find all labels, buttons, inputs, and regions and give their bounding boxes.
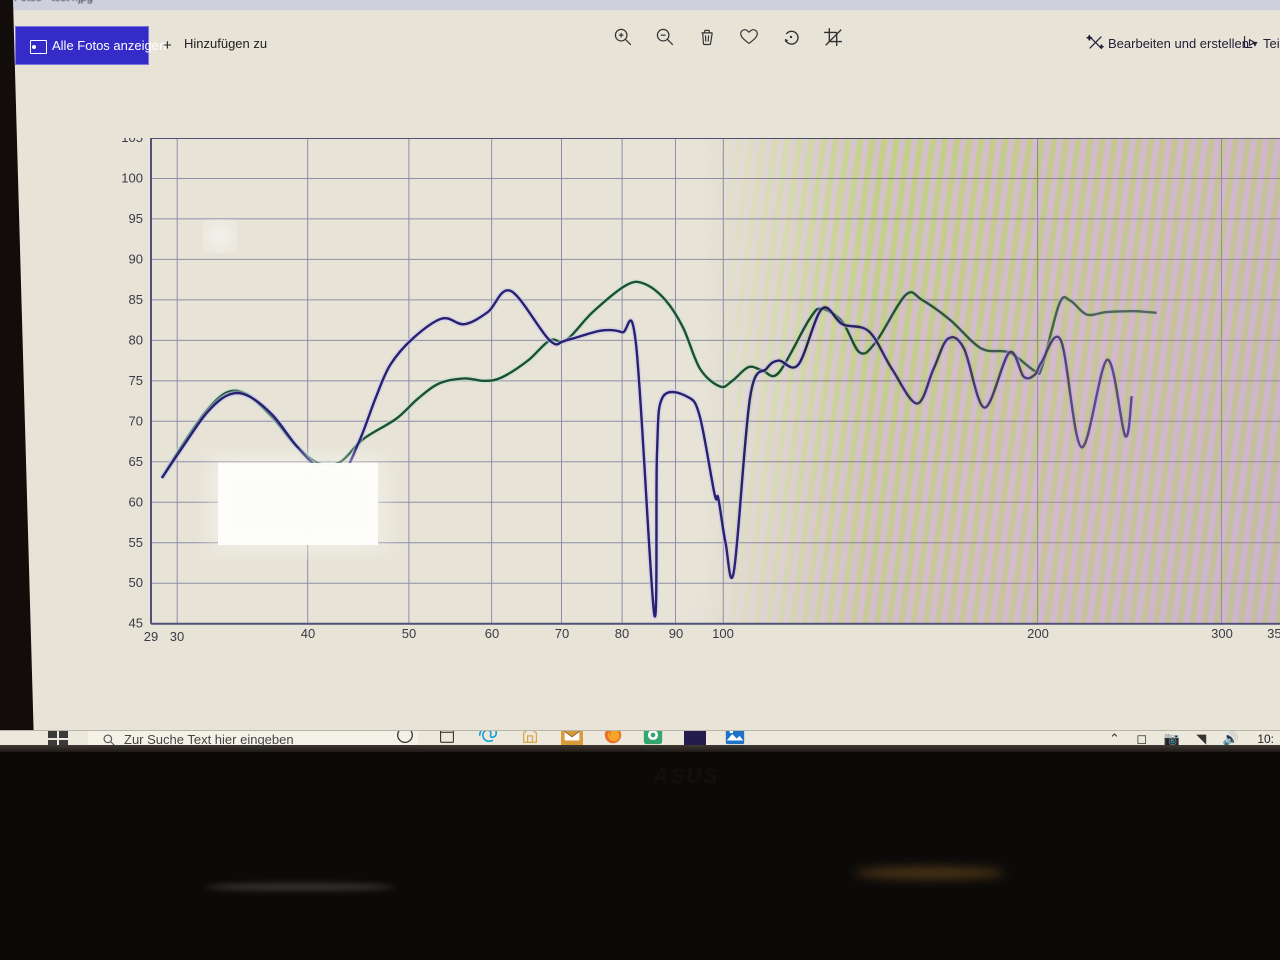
svg-text:75: 75 [129,373,143,388]
svg-text:300: 300 [1211,626,1233,641]
svg-text:60: 60 [485,626,499,641]
svg-text:105: 105 [121,138,143,145]
svg-text:55: 55 [129,535,143,550]
svg-text:50: 50 [129,575,143,590]
svg-text:70: 70 [555,626,569,641]
svg-text:200: 200 [1027,626,1049,641]
svg-text:65: 65 [129,454,143,469]
svg-text:60: 60 [129,494,143,509]
svg-text:50: 50 [402,626,416,641]
svg-text:350: 350 [1267,626,1280,641]
svg-text:90: 90 [669,626,683,641]
svg-text:30: 30 [170,629,184,644]
svg-text:100: 100 [121,171,143,186]
svg-text:29: 29 [144,629,158,644]
svg-text:80: 80 [129,332,143,347]
svg-text:80: 80 [615,626,629,641]
svg-text:95: 95 [129,211,143,226]
svg-text:85: 85 [129,292,143,307]
svg-text:40: 40 [301,626,315,641]
svg-text:100: 100 [712,626,734,641]
svg-text:45: 45 [129,616,143,631]
svg-text:90: 90 [129,251,143,266]
svg-text:70: 70 [129,413,143,428]
